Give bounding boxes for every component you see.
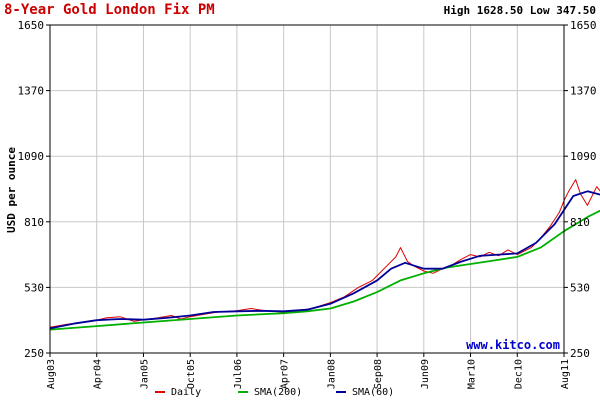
x-tick-label: Mar10 <box>467 359 478 389</box>
y-axis-left: 250 530 810 1090 1370 1650 <box>18 19 50 360</box>
kitco-watermark: www.kitco.com <box>466 338 560 352</box>
grid-lines <box>49 24 565 354</box>
x-tick-label: Sep08 <box>373 359 384 389</box>
series-lines <box>49 179 600 331</box>
x-tick-label: Oct05 <box>186 359 197 389</box>
x-tick-label: Jun09 <box>420 359 431 389</box>
y-tick-label: 250 <box>570 347 590 360</box>
x-tick-label: Jan08 <box>326 359 337 389</box>
y-tick-label: 810 <box>570 216 590 229</box>
high-low-readout: High 1628.50 Low 347.50 <box>444 4 596 17</box>
plot-frame <box>49 24 565 354</box>
legend-label-sma-200: SMA(200) <box>254 387 302 398</box>
y-tick-label: 1370 <box>18 85 45 98</box>
y-axis-right: 250 530 810 1090 1370 1650 <box>564 19 597 360</box>
y-tick-label: 810 <box>24 216 44 229</box>
y-tick-label: 1650 <box>18 19 45 32</box>
x-tick-label: Apr04 <box>93 359 104 389</box>
y-tick-label: 1650 <box>570 19 597 32</box>
chart-legend: Daily SMA(200) SMA(60) <box>155 387 394 398</box>
legend-label-daily: Daily <box>171 387 201 398</box>
y-tick-label: 530 <box>24 281 44 294</box>
x-tick-label: Jan05 <box>139 359 150 389</box>
legend-label-sma-60: SMA(60) <box>352 387 394 398</box>
x-tick-label: Apr07 <box>280 359 291 389</box>
y-tick-label: 1370 <box>570 85 597 98</box>
series-line-sma-60 <box>49 190 600 330</box>
x-tick-label: Jul06 <box>233 359 244 389</box>
y-tick-label: 250 <box>24 347 44 360</box>
x-tick-label: Dec10 <box>513 359 524 389</box>
y-tick-label: 1090 <box>18 150 45 163</box>
series-line-sma-200 <box>49 209 600 331</box>
y-tick-label: 530 <box>570 281 590 294</box>
x-axis: Aug03 Apr04 Jan05 Oct05 Jul06 Apr07 Jan08 Sep08… <box>46 353 571 389</box>
y-tick-label: 1090 <box>570 150 597 163</box>
y-axis-title: USD per ounce <box>5 147 18 233</box>
chart-title: 8-Year Gold London Fix PM <box>4 2 215 18</box>
x-tick-label: Aug03 <box>46 359 57 389</box>
x-tick-label: Aug11 <box>560 359 571 389</box>
